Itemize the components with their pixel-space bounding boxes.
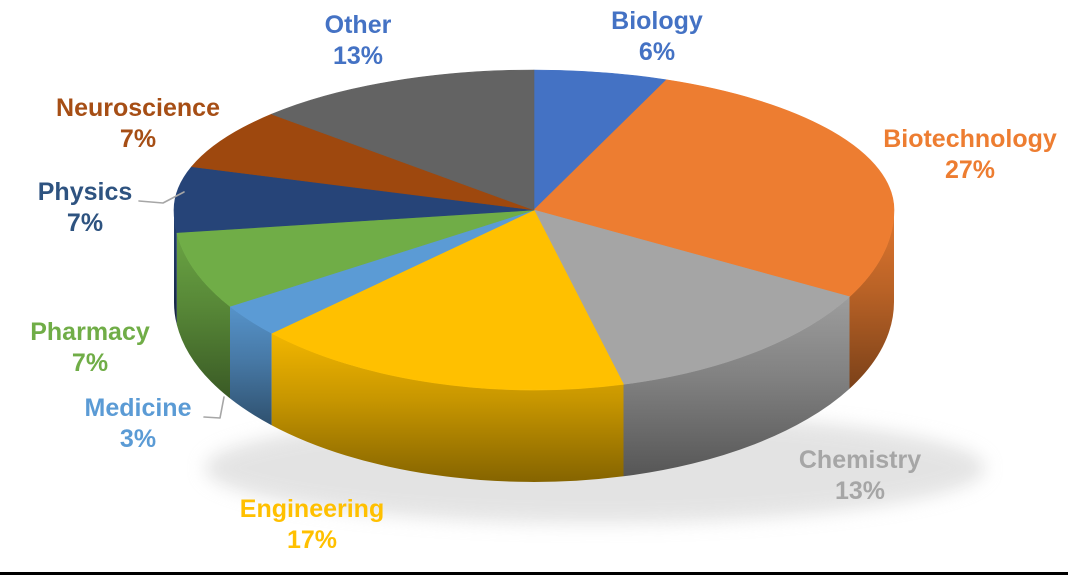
- pie-label-biotechnology: Biotechnology 27%: [883, 124, 1057, 186]
- pie-label-neuroscience-percent: 7%: [119, 125, 157, 153]
- pie-slice-neuroscience: [191, 113, 535, 211]
- pie-label-neuroscience: Neuroscience 7%: [56, 93, 220, 155]
- pie-label-other: Other 13%: [325, 10, 392, 72]
- pie-label-biology-percent: 6%: [638, 38, 676, 66]
- pie-label-pharmacy-name: Pharmacy: [30, 318, 150, 346]
- pie-label-pharmacy: Pharmacy 7%: [30, 317, 150, 379]
- pie-label-chemistry-name: Chemistry: [798, 446, 922, 474]
- pie-slice-wall-medicine: [230, 306, 272, 426]
- pie-slice-pharmacy: [176, 209, 535, 307]
- pie-label-other-percent: 13%: [332, 42, 384, 70]
- pie-label-biology-name: Biology: [611, 7, 703, 35]
- physics-leader-line: [138, 191, 185, 204]
- pie-label-pharmacy-percent: 7%: [71, 349, 109, 377]
- pie-slice-chemistry: [533, 209, 850, 385]
- bottom-border-line: [0, 572, 1068, 575]
- pie-slice-other: [271, 69, 535, 211]
- pie-label-neuroscience-name: Neuroscience: [56, 94, 220, 122]
- pie-slice-wall-engineering: [271, 333, 624, 482]
- pie-slice-engineering: [271, 209, 624, 391]
- pie-label-chemistry-percent: 13%: [834, 477, 886, 505]
- pie-label-physics-percent: 7%: [66, 209, 104, 237]
- pie-slice-wall-chemistry: [623, 296, 850, 477]
- medicine-leader-line: [203, 396, 225, 419]
- pie-label-biology: Biology 6%: [611, 6, 703, 68]
- pie-label-engineering-percent: 17%: [286, 526, 338, 554]
- pie-slice-physics: [173, 166, 535, 233]
- pie-label-other-name: Other: [324, 11, 392, 39]
- pie-label-engineering: Engineering 17%: [240, 494, 384, 556]
- pie-label-physics-name: Physics: [37, 178, 133, 206]
- pie-slice-biotechnology: [533, 79, 895, 297]
- pie-slice-biology: [533, 69, 667, 211]
- pie-label-medicine: Medicine 3%: [85, 393, 192, 455]
- pie-label-biotechnology-name: Biotechnology: [883, 125, 1057, 153]
- pie-label-chemistry: Chemistry 13%: [799, 445, 921, 507]
- pie-slice-wall-physics: [173, 210, 177, 325]
- pie-label-physics: Physics 7%: [38, 177, 133, 239]
- pie-slice-wall-pharmacy: [176, 232, 230, 399]
- pie-label-biotechnology-percent: 27%: [944, 156, 996, 184]
- pie-label-medicine-percent: 3%: [119, 425, 157, 453]
- pie-label-engineering-name: Engineering: [239, 495, 385, 523]
- pie-label-medicine-name: Medicine: [84, 394, 192, 422]
